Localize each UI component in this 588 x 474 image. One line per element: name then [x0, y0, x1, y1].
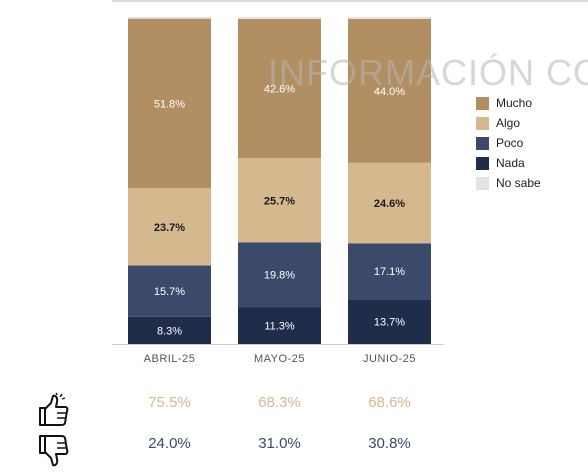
data-label-nada-junio: 13.7%	[374, 317, 405, 329]
legend-item-algo: Algo	[476, 113, 541, 133]
legend-item-nada: Nada	[476, 153, 541, 173]
bar-segment-no-sabe-abril	[128, 17, 211, 19]
data-label-poco-abril: 15.7%	[154, 286, 185, 298]
summary-negative-abril: 24.0%	[148, 435, 191, 452]
bar-segment-mucho-abril	[128, 18, 211, 189]
bar-segment-algo-mayo	[238, 158, 321, 243]
data-label-nada-mayo: 11.3%	[264, 321, 295, 333]
bar-segment-nada-junio	[348, 299, 431, 344]
summary-positive-junio: 68.6%	[368, 394, 411, 411]
legend-item-poco: Poco	[476, 133, 541, 153]
bar-segment-poco-mayo	[238, 242, 321, 308]
legend-item-no-sabe: No sabe	[476, 173, 541, 193]
x-tick-label-junio: JUNIO-25	[363, 353, 416, 365]
data-label-mucho-mayo: 42.6%	[264, 84, 295, 96]
data-label-algo-mayo: 25.7%	[264, 195, 295, 207]
bar-segment-no-sabe-junio	[348, 17, 431, 19]
data-label-algo-junio: 24.6%	[374, 198, 405, 210]
x-tick-label-abril: ABRIL-25	[144, 353, 196, 365]
legend-swatch-nada	[476, 156, 489, 170]
data-label-algo-abril: 23.7%	[154, 222, 185, 234]
watermark: INFORMACIÓN CO	[268, 52, 588, 93]
bar-segment-no-sabe-mayo	[238, 17, 321, 19]
thumbs-up-icon	[39, 392, 69, 426]
x-tick-label-mayo: MAYO-25	[254, 353, 305, 365]
legend-item-mucho: Mucho	[476, 93, 541, 113]
bar-segment-poco-junio	[348, 243, 431, 300]
data-label-mucho-junio: 44.0%	[374, 86, 405, 98]
bar-segment-nada-abril	[128, 316, 211, 344]
legend-label-algo: Algo	[496, 116, 521, 130]
bar-segment-algo-abril	[128, 188, 211, 266]
bar-segment-poco-abril	[128, 265, 211, 317]
bar-segment-nada-mayo	[238, 307, 321, 344]
summary-positive-abril: 75.5%	[148, 394, 191, 411]
data-label-poco-mayo: 19.8%	[264, 270, 295, 282]
thumbs-down-icon	[39, 435, 69, 467]
legend-label-nada: Nada	[496, 156, 525, 170]
legend-swatch-algo	[476, 116, 489, 130]
legend-swatch-no-sabe	[476, 176, 489, 190]
legend-swatch-poco	[476, 136, 489, 150]
legend-swatch-mucho	[476, 96, 489, 110]
summary-negative-mayo: 31.0%	[258, 435, 301, 452]
legend: Mucho Algo Poco Nada No sabe	[476, 93, 541, 193]
data-label-mucho-abril: 51.8%	[154, 98, 185, 110]
bar-segment-mucho-junio	[348, 18, 431, 163]
summary-positive-mayo: 68.3%	[258, 394, 301, 411]
data-label-nada-abril: 8.3%	[157, 325, 182, 337]
data-label-poco-junio: 17.1%	[374, 266, 405, 278]
top-rule	[112, 0, 588, 2]
bar-segment-mucho-mayo	[238, 18, 321, 159]
bar-segment-algo-junio	[348, 162, 431, 244]
legend-label-mucho: Mucho	[496, 96, 533, 110]
summary-negative-junio: 30.8%	[368, 435, 411, 452]
legend-label-poco: Poco	[496, 136, 524, 150]
legend-label-no-sabe: No sabe	[496, 176, 541, 190]
